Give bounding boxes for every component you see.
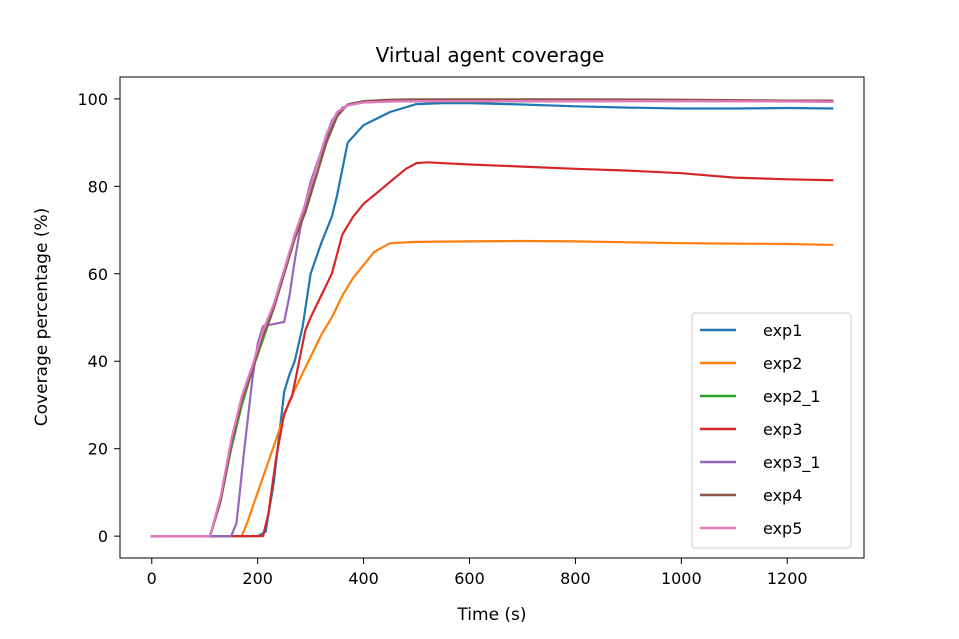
legend: exp1 exp2 exp2_1 exp3 exp3_1 exp4 exp5 <box>691 312 852 549</box>
y-tick-label: 100 <box>77 90 108 109</box>
y-axis-label: Coverage percentage (%) <box>32 208 52 426</box>
y-tick-label: 60 <box>88 265 108 284</box>
x-tick-label: 800 <box>560 569 591 588</box>
y-tick-label: 80 <box>88 177 108 196</box>
x-tick-label: 400 <box>348 569 379 588</box>
x-tick-label: 600 <box>454 569 485 588</box>
legend-label-exp3-1: exp3_1 <box>763 453 821 473</box>
series-line-exp3 <box>150 161 834 538</box>
x-tick-label: 0 <box>147 569 157 588</box>
legend-label-exp2: exp2 <box>763 354 802 373</box>
x-axis-ticks: 0 200 400 600 800 1000 1200 <box>147 558 808 588</box>
y-tick-label: 0 <box>98 527 108 546</box>
chart-title: Virtual agent coverage <box>376 43 605 67</box>
plot-frame <box>119 76 865 559</box>
legend-frame <box>691 312 852 549</box>
x-tick-label: 1200 <box>767 569 808 588</box>
x-tick-label: 1000 <box>661 569 702 588</box>
series-line-exp2 <box>150 239 834 538</box>
legend-label-exp1: exp1 <box>763 321 802 340</box>
series-layer <box>150 98 834 538</box>
y-tick-label: 40 <box>88 352 108 371</box>
y-tick-label: 20 <box>88 440 108 459</box>
y-axis-ticks: 0 20 40 60 80 100 <box>77 90 120 546</box>
legend-label-exp3: exp3 <box>763 420 802 439</box>
x-tick-label: 200 <box>242 569 273 588</box>
series-line-exp5 <box>150 100 834 538</box>
legend-label-exp4: exp4 <box>763 486 802 505</box>
series-line-exp1 <box>150 102 834 538</box>
legend-label-exp5: exp5 <box>763 519 802 538</box>
x-axis-label: Time (s) <box>456 605 526 625</box>
legend-label-exp2-1: exp2_1 <box>763 387 821 407</box>
